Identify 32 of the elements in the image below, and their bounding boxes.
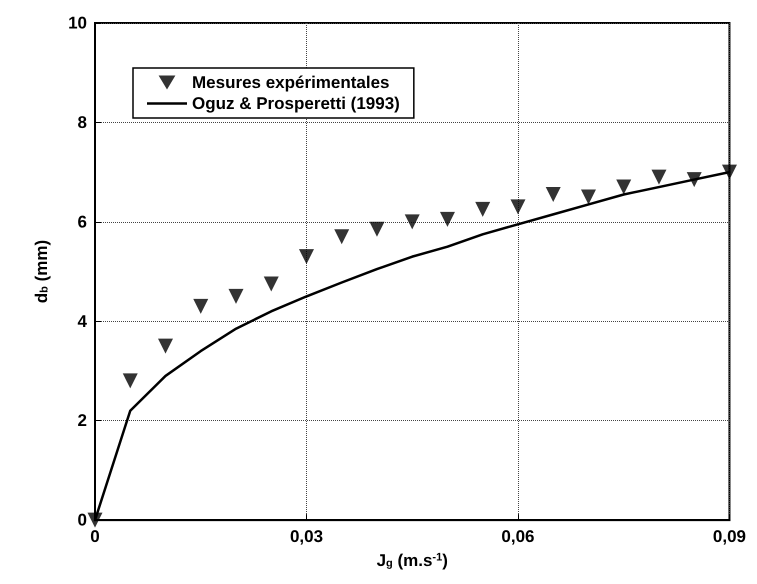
point (440, 212, 455, 227)
y-tick-label: 10 (68, 14, 87, 32)
point (722, 164, 737, 180)
point (510, 199, 526, 214)
point (580, 189, 596, 204)
point (298, 249, 314, 264)
point (616, 180, 632, 195)
point (369, 222, 384, 237)
point (228, 288, 244, 304)
y-tick-label: 8 (78, 112, 87, 132)
point (334, 229, 350, 244)
y-tick-label: 6 (78, 212, 87, 232)
point (686, 172, 702, 188)
x-tick-label: 0,09 (712, 527, 746, 546)
legend-label: Oguz & Prosperetti (1993) (192, 94, 400, 113)
y-tick-label: 0 (78, 510, 87, 530)
y-axis-title: db (mm) (32, 240, 51, 304)
x-tick-label: 0 (90, 527, 100, 546)
point (122, 373, 138, 388)
point (264, 276, 279, 292)
point (475, 202, 490, 217)
point (158, 338, 173, 354)
point (651, 170, 666, 185)
point (193, 298, 208, 314)
point (404, 214, 420, 230)
y-tick-label: 2 (78, 411, 87, 430)
point (546, 187, 561, 202)
y-tick-label: 4 (78, 312, 88, 331)
point (88, 512, 102, 528)
legend-label: Mesures expérimentales (192, 73, 390, 92)
x-tick-label: 0,03 (290, 527, 324, 546)
x-tick-label: 0,06 (501, 527, 535, 546)
